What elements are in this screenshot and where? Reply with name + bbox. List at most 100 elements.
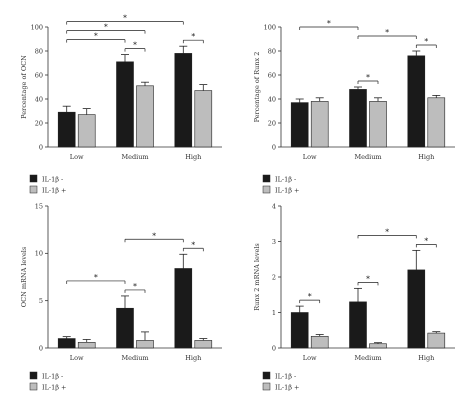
y-tick-label: 20	[35, 119, 43, 127]
y-tick-label: 1	[272, 309, 276, 317]
y-tick-label: 100	[264, 23, 276, 31]
y-tick-label: 0	[272, 143, 276, 151]
y-axis-label: OCN mRNA levels	[20, 247, 28, 307]
x-tick-label: Low	[70, 354, 84, 362]
legend-swatch	[29, 371, 38, 380]
y-tick-label: 20	[268, 119, 276, 127]
significance-star: *	[123, 14, 127, 23]
bar	[407, 269, 426, 349]
legend-label: IL-1β -	[42, 373, 63, 381]
y-tick-label: 0	[39, 143, 43, 151]
x-tick-label: Medium	[121, 354, 148, 362]
significance-star: *	[104, 23, 108, 32]
bar	[349, 89, 367, 148]
y-tick-label: 60	[35, 71, 43, 79]
y-axis-label: Runx 2 mRNA levels	[253, 243, 261, 311]
significance-star: *	[308, 292, 312, 301]
y-tick-label: 60	[268, 71, 276, 79]
significance-star: *	[385, 227, 389, 236]
bar	[310, 335, 329, 349]
significance-star: *	[191, 240, 195, 249]
significance-star: *	[152, 231, 156, 240]
bar	[369, 343, 387, 349]
bar	[369, 101, 387, 148]
y-tick-label: 10	[35, 250, 43, 258]
bar	[349, 301, 367, 349]
legend-label: IL-1β +	[275, 384, 300, 392]
legend: IL-1β - IL-1β +	[262, 371, 300, 392]
legend-swatch	[262, 185, 271, 194]
bar	[310, 101, 329, 148]
significance-star: *	[385, 28, 389, 37]
legend-label: IL-1β -	[275, 373, 296, 381]
legend-label: IL-1β +	[42, 187, 67, 195]
y-tick-label: 0	[272, 344, 276, 352]
bar	[136, 340, 154, 349]
significance-star: *	[366, 274, 370, 283]
significance-star: *	[94, 273, 98, 282]
significance-star: *	[366, 73, 370, 82]
bar	[290, 102, 309, 148]
bar	[57, 338, 76, 349]
legend-label: IL-1β +	[42, 384, 67, 392]
y-tick-label: 4	[272, 202, 276, 210]
bar	[174, 53, 193, 148]
bar	[77, 114, 96, 148]
legend-swatch	[262, 382, 271, 391]
x-tick-label: High	[185, 153, 201, 161]
y-tick-label: 40	[35, 95, 43, 103]
bar	[57, 111, 76, 148]
legend-swatch	[29, 174, 38, 183]
bar	[427, 332, 446, 349]
y-tick-label: 2	[272, 273, 276, 281]
y-axis-label: Percentage of OCN	[20, 55, 28, 119]
bar	[194, 340, 213, 349]
legend-swatch	[262, 371, 271, 380]
x-tick-label: High	[418, 354, 434, 362]
legend-label: IL-1β -	[275, 176, 296, 184]
bar	[427, 97, 446, 148]
x-tick-label: Medium	[354, 354, 381, 362]
significance-star: *	[133, 282, 137, 291]
legend-label: IL-1β -	[42, 176, 63, 184]
y-tick-label: 15	[35, 202, 43, 210]
legend-swatch	[262, 174, 271, 183]
bar	[77, 342, 96, 349]
legend-label: IL-1β +	[275, 187, 300, 195]
y-tick-label: 0	[39, 344, 43, 352]
bar	[136, 85, 154, 148]
significance-star: *	[327, 19, 331, 28]
legend: IL-1β - IL-1β +	[29, 371, 67, 392]
y-tick-label: 40	[268, 95, 276, 103]
legend: IL-1β - IL-1β +	[262, 174, 300, 195]
chart-panel-2: 0 20 40 60 80 100 Percentage of Runx 2 Low Mediu…	[253, 19, 455, 195]
legend: IL-1β - IL-1β +	[29, 174, 67, 195]
x-tick-label: Medium	[354, 153, 381, 161]
y-tick-label: 80	[268, 47, 276, 55]
bar	[116, 61, 134, 148]
x-tick-label: High	[418, 153, 434, 161]
bar	[174, 268, 193, 349]
significance-star: *	[94, 32, 98, 41]
x-tick-label: High	[185, 354, 201, 362]
bar	[116, 307, 134, 349]
y-tick-label: 100	[31, 23, 43, 31]
x-tick-label: Medium	[121, 153, 148, 161]
significance-star: *	[424, 236, 428, 245]
y-tick-label: 80	[35, 47, 43, 55]
y-tick-label: 5	[39, 297, 43, 305]
x-tick-label: Low	[303, 354, 317, 362]
bar	[407, 55, 426, 148]
legend-swatch	[29, 382, 38, 391]
significance-star: *	[191, 32, 195, 41]
bar	[194, 90, 213, 148]
chart-panel-1: 0 20 40 60 80 100 Percentage of OCN Low Medium Hi…	[20, 14, 222, 195]
y-tick-label: 3	[272, 238, 276, 246]
chart-panel-4: 0 1 2 3 4 Runx 2 mRNA levels Low Medium High * * * *…	[253, 202, 455, 392]
significance-star: *	[424, 37, 428, 46]
y-axis-label: Percentage of Runx 2	[253, 52, 261, 123]
x-tick-label: Low	[303, 153, 317, 161]
chart-panel-3: 0 5 10 15 OCN mRNA levels Low Medium High * * * * IL…	[20, 202, 222, 392]
legend-swatch	[29, 185, 38, 194]
